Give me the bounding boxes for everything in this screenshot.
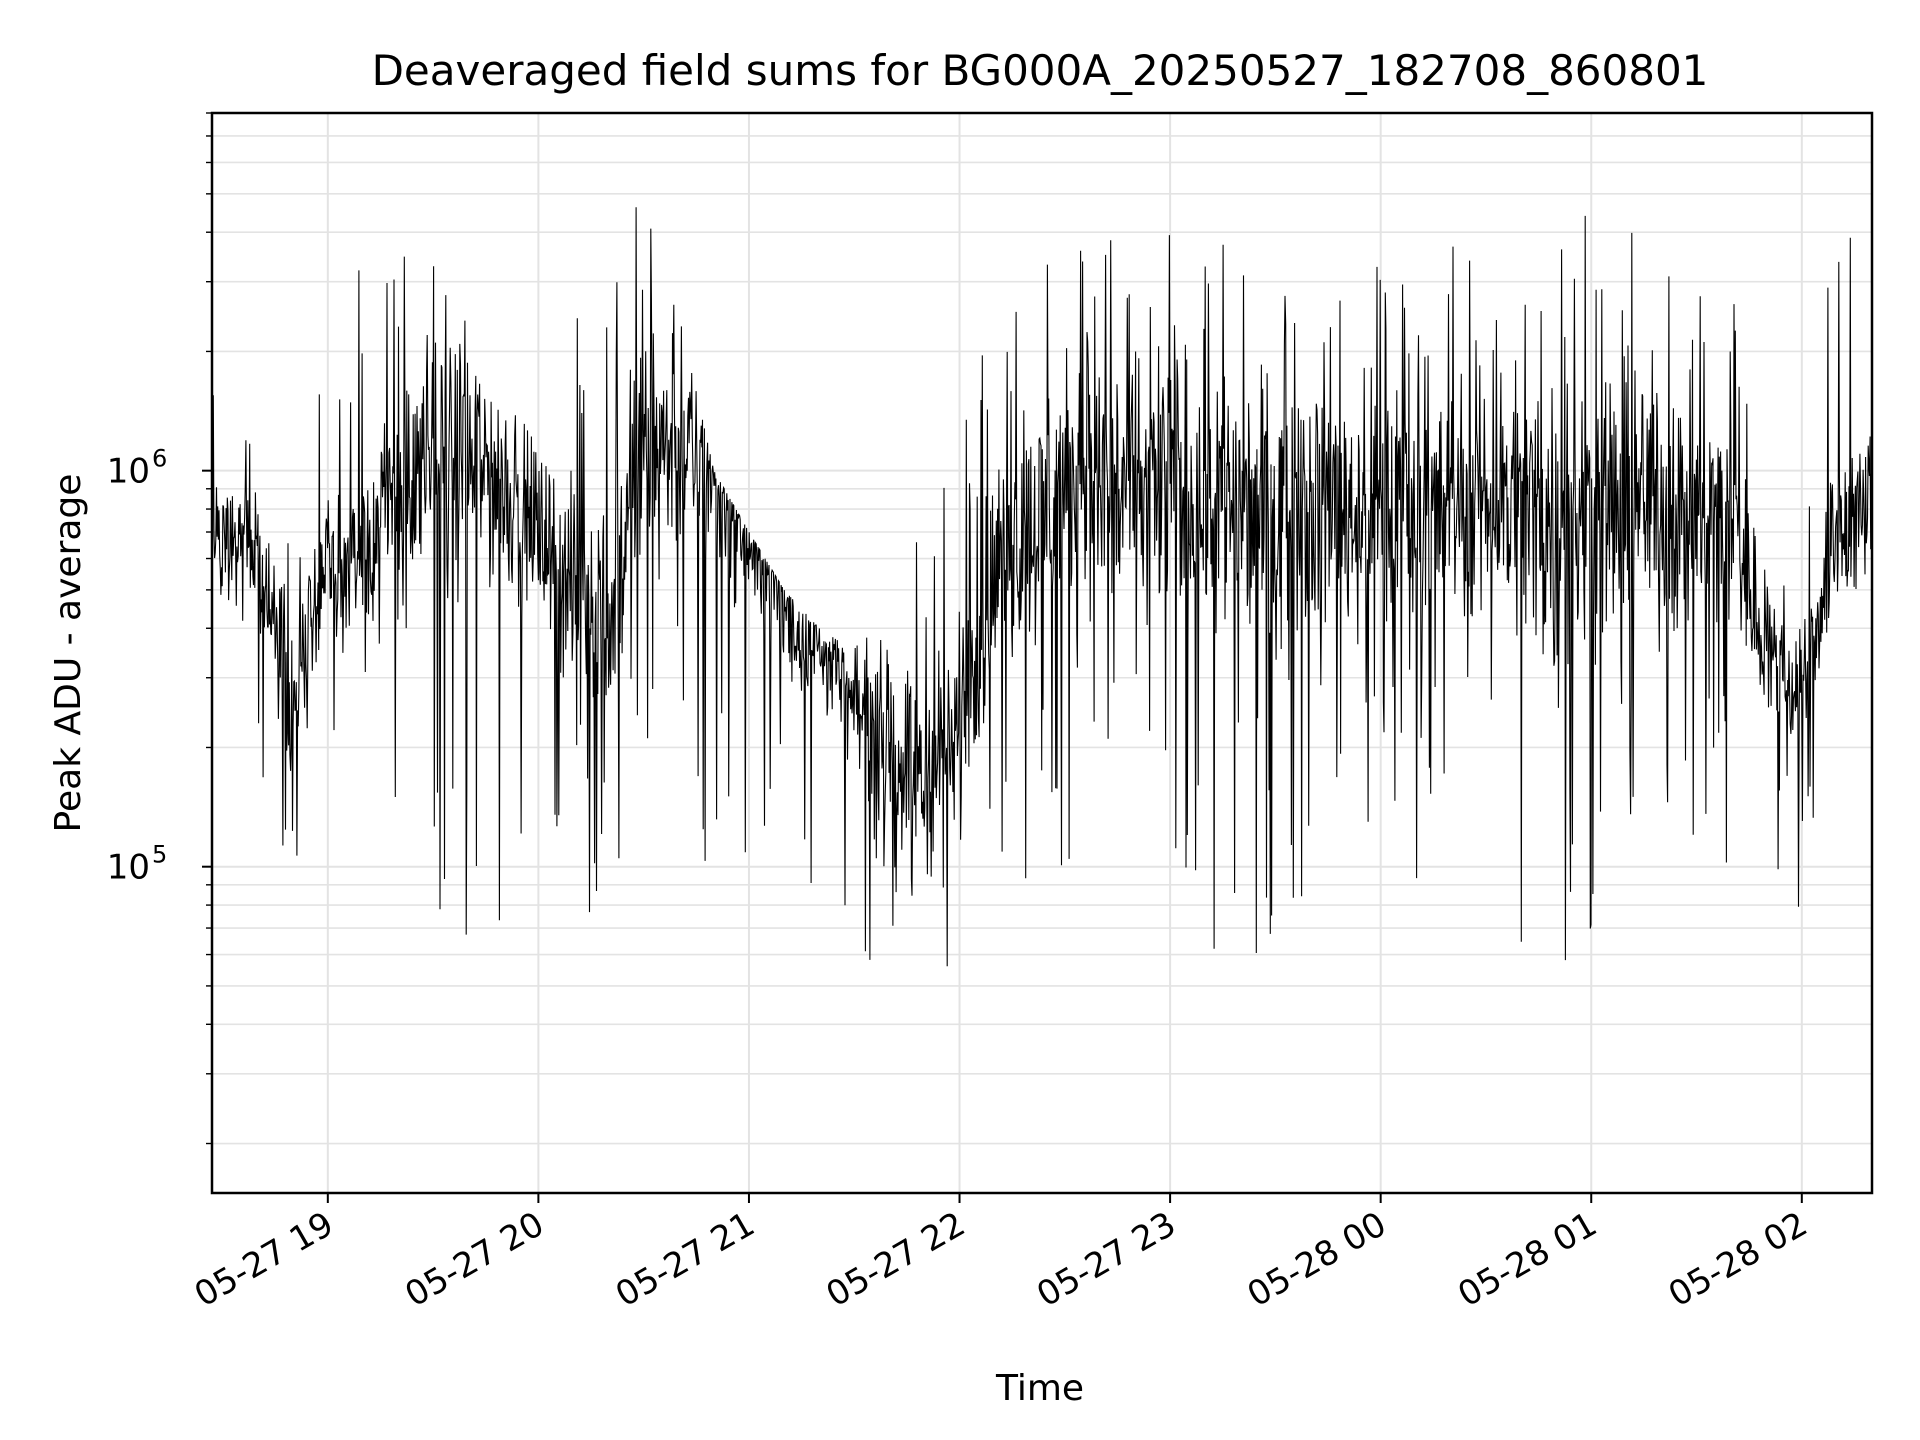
y-tick-label-exponent: 5 bbox=[152, 841, 167, 869]
y-tick-label: 10 bbox=[107, 848, 150, 888]
y-axis-label: Peak ADU - average bbox=[48, 474, 89, 833]
chart-title: Deaveraged field sums for BG000A_2025052… bbox=[372, 46, 1709, 95]
x-axis-label: Time bbox=[995, 1368, 1084, 1409]
y-tick-label-exponent: 6 bbox=[152, 445, 167, 473]
plot-area-frame bbox=[210, 111, 1874, 1195]
y-tick-label: 10 bbox=[107, 452, 150, 492]
series-layer bbox=[211, 207, 1873, 967]
series-line bbox=[211, 207, 1873, 967]
